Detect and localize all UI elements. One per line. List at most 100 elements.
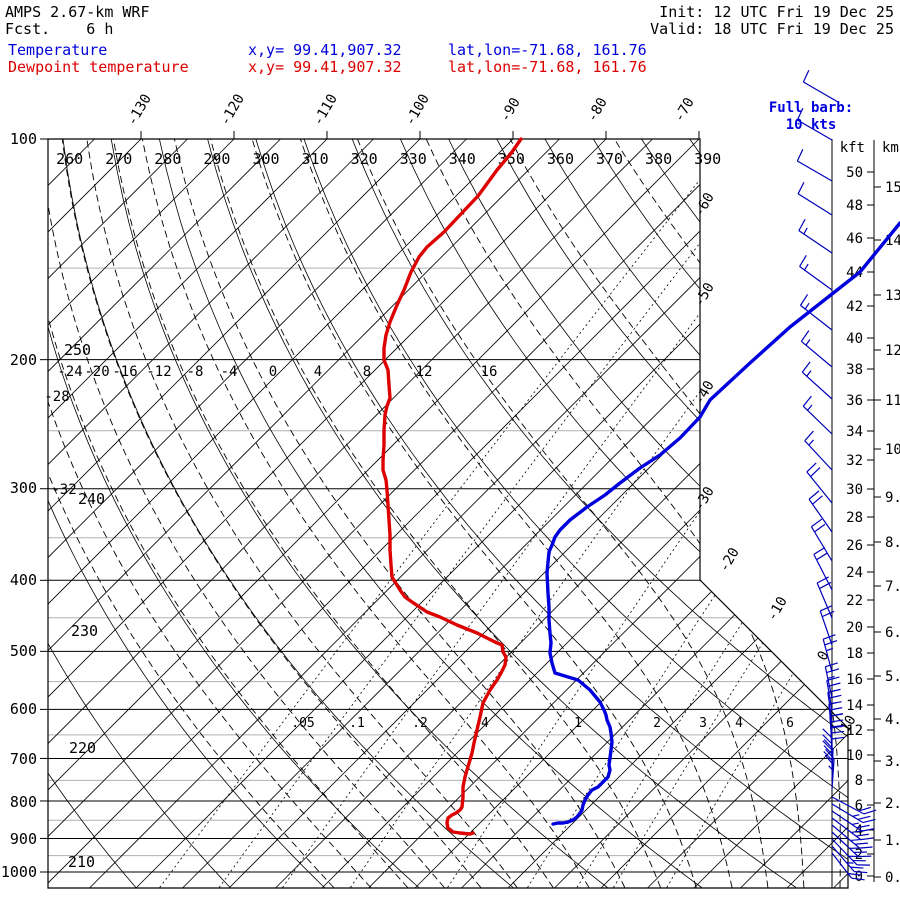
svg-text:0: 0 <box>855 869 863 885</box>
init-time: Init: 12 UTC Fri 19 Dec 25 <box>659 3 894 21</box>
svg-text:-16: -16 <box>112 364 137 380</box>
svg-text:km: km <box>882 140 899 156</box>
wind-barb-column <box>796 69 877 888</box>
svg-text:4.: 4. <box>885 712 900 728</box>
svg-text:-40: -40 <box>691 378 718 408</box>
svg-text:320: 320 <box>351 150 378 168</box>
svg-text:8.: 8. <box>885 535 900 551</box>
temperature-legend-label: Temperature <box>8 41 108 59</box>
svg-text:11.: 11. <box>885 393 900 409</box>
svg-text:16: 16 <box>481 364 498 380</box>
svg-text:46: 46 <box>846 231 863 247</box>
svg-text:10.: 10. <box>885 442 900 458</box>
svg-text:-120: -120 <box>217 91 248 128</box>
svg-text:-100: -100 <box>402 91 433 128</box>
svg-text:6: 6 <box>786 716 794 731</box>
svg-text:1: 1 <box>574 716 582 731</box>
svg-text:330: 330 <box>400 150 427 168</box>
svg-text:34: 34 <box>846 424 863 440</box>
svg-text:8: 8 <box>363 364 371 380</box>
svg-text:-20: -20 <box>84 364 109 380</box>
svg-text:32: 32 <box>846 453 863 469</box>
svg-text:400: 400 <box>10 571 37 589</box>
svg-text:340: 340 <box>449 150 476 168</box>
dewpoint-xy: x,y= 99.41,907.32 <box>248 58 402 76</box>
svg-text:kft: kft <box>840 140 865 156</box>
svg-text:1.: 1. <box>885 833 900 849</box>
svg-text:300: 300 <box>10 479 37 497</box>
svg-text:-80: -80 <box>584 95 611 125</box>
svg-text:-110: -110 <box>310 91 341 128</box>
svg-text:-90: -90 <box>497 95 524 125</box>
svg-text:0: 0 <box>814 648 832 663</box>
svg-text:26: 26 <box>846 538 863 554</box>
temperature-xy: x,y= 99.41,907.32 <box>248 41 402 59</box>
svg-text:13.: 13. <box>885 288 900 304</box>
pressure-gridlines-gray <box>48 267 848 857</box>
svg-text:250: 250 <box>64 341 91 359</box>
svg-text:260: 260 <box>56 150 83 168</box>
valid-time: Valid: 18 UTC Fri 19 Dec 25 <box>650 20 894 38</box>
svg-text:2.: 2. <box>885 796 900 812</box>
svg-text:12: 12 <box>846 723 863 739</box>
svg-text:16: 16 <box>846 672 863 688</box>
svg-text:600: 600 <box>10 700 37 718</box>
svg-text:4: 4 <box>314 364 322 380</box>
svg-text:900: 900 <box>10 830 37 848</box>
svg-text:300: 300 <box>252 150 279 168</box>
plot-boundary <box>47 138 849 889</box>
svg-text:290: 290 <box>203 150 230 168</box>
svg-text:4: 4 <box>735 716 743 731</box>
svg-text:22: 22 <box>846 593 863 609</box>
svg-text:8: 8 <box>855 773 863 789</box>
svg-text:-130: -130 <box>124 91 155 128</box>
svg-text:240: 240 <box>78 490 105 508</box>
svg-text:200: 200 <box>10 351 37 369</box>
svg-text:380: 380 <box>645 150 672 168</box>
dewpoint-legend-label: Dewpoint temperature <box>8 58 189 76</box>
svg-text:7.: 7. <box>885 579 900 595</box>
svg-text:270: 270 <box>105 150 132 168</box>
svg-text:48: 48 <box>846 198 863 214</box>
svg-text:500: 500 <box>10 642 37 660</box>
svg-text:230: 230 <box>71 622 98 640</box>
svg-text:-32: -32 <box>51 482 76 498</box>
svg-text:44: 44 <box>846 265 863 281</box>
svg-text:-70: -70 <box>671 95 698 125</box>
height-scales: kft km50484644424038363432302826242220181… <box>840 140 900 886</box>
svg-text:-10: -10 <box>764 594 791 624</box>
svg-text:.2: .2 <box>412 716 428 731</box>
svg-text:6.: 6. <box>885 625 900 641</box>
sounding-curves <box>381 137 900 836</box>
svg-text:28: 28 <box>846 510 863 526</box>
svg-text:210: 210 <box>68 853 95 871</box>
svg-text:.05: .05 <box>291 716 314 731</box>
mixing-ratio-lines <box>159 139 848 888</box>
svg-text:36: 36 <box>846 393 863 409</box>
svg-text:24: 24 <box>846 565 863 581</box>
forecast-hour: Fcst. 6 h <box>5 20 114 38</box>
svg-text:-28: -28 <box>44 389 69 405</box>
svg-text:10: 10 <box>846 748 863 764</box>
svg-text:2: 2 <box>855 847 863 863</box>
dewpoint-latlon: lat,lon=-71.68, 161.76 <box>448 58 647 76</box>
temperature-latlon: lat,lon=-71.68, 161.76 <box>448 41 647 59</box>
svg-text:100: 100 <box>10 130 37 148</box>
svg-text:370: 370 <box>596 150 623 168</box>
svg-text:220: 220 <box>69 739 96 757</box>
svg-text:15.: 15. <box>885 180 900 196</box>
moist-adiabat-lines <box>48 139 848 888</box>
svg-text:1000: 1000 <box>1 863 37 881</box>
svg-text:12: 12 <box>416 364 433 380</box>
svg-text:18: 18 <box>846 646 863 662</box>
dry-adiabat-lines <box>48 139 848 888</box>
svg-text:5.: 5. <box>885 669 900 685</box>
svg-text:-8: -8 <box>187 364 204 380</box>
full-barb-legend: Full barb: 10 kts <box>768 100 854 133</box>
svg-text:9.: 9. <box>885 490 900 506</box>
svg-text:0: 0 <box>269 364 277 380</box>
svg-text:.1: .1 <box>349 716 365 731</box>
svg-text:700: 700 <box>10 750 37 768</box>
svg-text:6: 6 <box>855 798 863 814</box>
